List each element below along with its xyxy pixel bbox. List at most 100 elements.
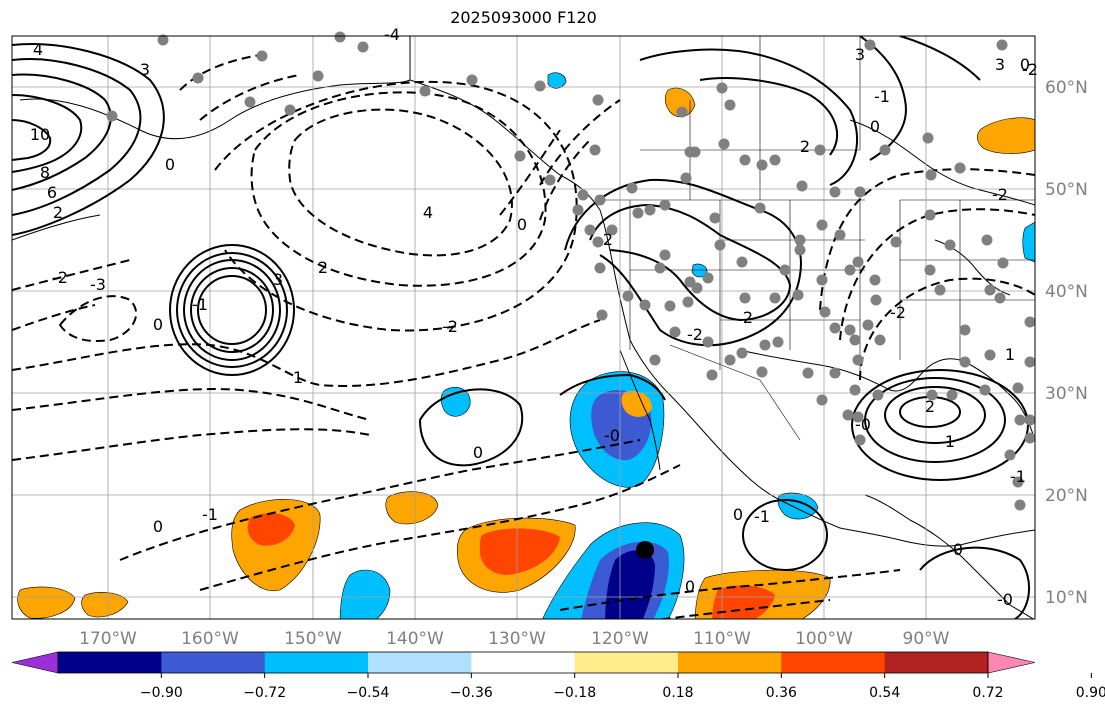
station-dot [844,324,856,336]
station-dot [852,256,864,268]
contour-label: 6 [47,183,57,202]
station-dot [769,292,781,304]
station-dot [769,154,781,166]
colorbar-tick-label: −0.90 [140,685,183,701]
station-dot [794,244,806,256]
station-dot [572,204,584,216]
lon-label: 120°W [591,629,649,649]
contour-label: 3 [140,60,150,79]
lon-label: 150°W [284,629,342,649]
colorbar-segment [264,652,369,673]
station-dot [589,144,601,156]
neg-anomaly-small-9 [1022,221,1035,263]
station-dot [934,284,946,296]
station-dot [649,354,661,366]
contour-label: 0 [517,215,527,234]
contour-label: -3 [90,275,106,294]
station-dot [862,319,874,331]
colorbar-segment [678,652,782,673]
station-dot [689,146,701,158]
chart-title: 2025093000 F120 [450,8,597,27]
station-dot [192,72,204,84]
colorbar [11,651,1036,674]
station-dot [854,186,866,198]
station-dot [854,434,866,446]
station-dot [756,159,768,171]
station-dot [864,39,876,51]
station-dot [1024,316,1036,328]
station-dot [739,154,751,166]
pos-anomaly-west-inner [247,513,295,546]
station-dot [792,289,804,301]
station-dot [639,299,651,311]
station-dot [736,256,748,268]
station-dot [959,356,971,368]
station-dot [684,276,696,288]
colorbar-segment [368,652,472,673]
contour-label: -2 [1022,60,1038,79]
coastlines [12,36,1035,619]
station-dot [814,144,826,156]
station-dot [357,41,369,53]
station-dot [244,96,256,108]
latitude-labels: 60°N 50°N 40°N 30°N 20°N 10°N [1045,78,1088,608]
colorbar-tick-label: 0.72 [972,685,1003,701]
colorbar-tick-labels: −0.90 −0.72 −0.54 −0.36 −0.18 0.18 0.36 0.54 0.7… [140,673,1105,701]
station-dot [779,264,791,276]
station-dot [829,367,841,379]
lat-label: 10°N [1045,588,1088,608]
station-dot [924,264,936,276]
station-dot [996,39,1008,51]
contour-label: -0 [604,426,620,445]
positive-contours [12,36,1031,619]
station-dot [682,296,694,308]
station-dot [834,229,846,241]
station-dot [584,224,596,236]
station-dot [984,349,996,361]
station-dot [994,292,1006,304]
station-dot [716,82,728,94]
station-dot [654,262,666,274]
pos-anomaly-east-inner [712,585,775,619]
contour-label: 4 [33,40,43,59]
station-dot [736,347,748,359]
station-dot [924,209,936,221]
storm-center-marker [636,541,654,559]
lat-label: 50°N [1045,180,1088,200]
station-dot [772,336,784,348]
station-dot [594,262,606,274]
station-dot [819,306,831,318]
pos-anomaly-mexico [621,390,652,417]
station-dot [334,31,346,43]
contour-label: 1 [293,368,303,387]
contour-label: 1 [1005,345,1015,364]
station-dot [946,389,958,401]
station-dot [1024,356,1036,368]
station-dot [284,104,296,116]
station-dot [544,174,556,186]
contour-label: 2 [925,397,935,416]
colorbar-tick-label: −0.18 [553,685,596,701]
longitude-labels: 170°W 160°W 150°W 140°W 130°W 120°W 110°W 100°W… [79,629,950,649]
station-dot [606,224,618,236]
station-dot [724,354,736,366]
colorbar-segment [471,652,576,673]
contour-label: 2 [318,258,328,277]
station-dot [1024,414,1036,426]
lon-label: 110°W [693,629,751,649]
colorbar-segment [58,652,162,673]
station-dot [849,334,861,346]
contour-label: 3 [273,270,283,289]
station-dot [796,180,808,192]
station-dot [592,236,604,248]
station-dot [984,284,996,296]
station-dot [702,272,714,284]
station-dot [622,290,634,302]
contour-label: -1 [754,507,770,526]
pos-anomaly-quebec [977,117,1035,154]
station-dot [724,99,736,111]
colorbar-tick-label: −0.54 [347,685,390,701]
contour-label: 0 [685,577,695,596]
